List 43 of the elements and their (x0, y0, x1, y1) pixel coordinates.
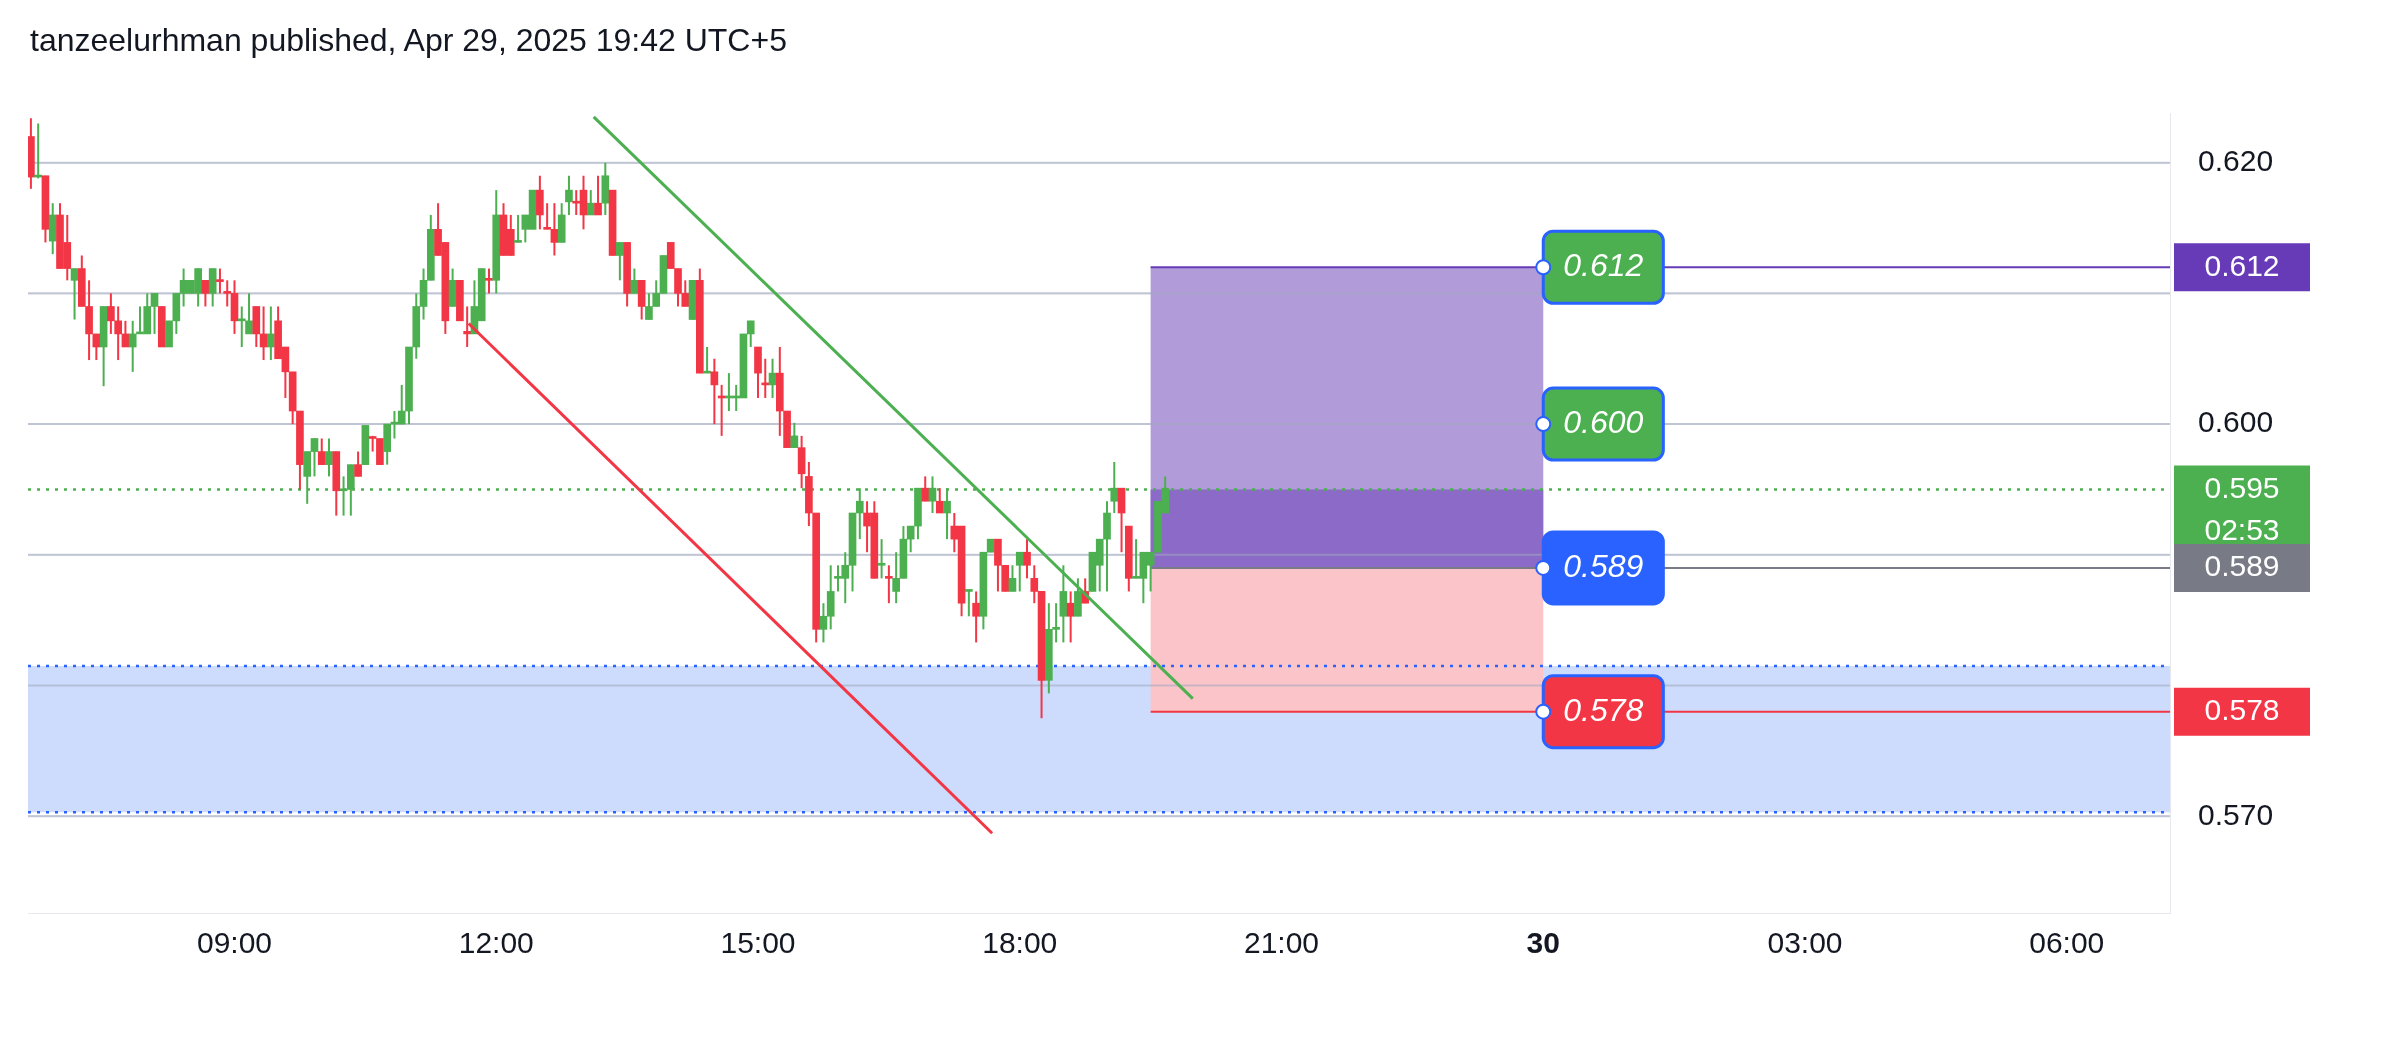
candlestick (1066, 590, 1075, 644)
candlestick (885, 564, 893, 605)
candlestick (1008, 564, 1017, 593)
ref-line-label: 0.578 (2204, 692, 2280, 726)
candlestick (1015, 551, 1024, 593)
candlestick (710, 357, 719, 426)
candlestick (485, 267, 493, 295)
candlestick (514, 213, 522, 244)
x-tick-label: 12:00 (458, 926, 534, 960)
x-tick-label: 09:00 (196, 926, 273, 960)
candlestick (70, 267, 79, 321)
x-tick-label: 06:00 (2029, 926, 2105, 960)
x-tick-label: 30 (1526, 926, 1560, 960)
candlestick (354, 450, 362, 478)
candlestick (1023, 538, 1031, 580)
candlestick (972, 590, 980, 644)
text: tanzeelurhman published, Apr 29, 2025 19:42 UTC+5 (29, 21, 788, 60)
annotation: 0.600 (1563, 404, 1644, 441)
annotation: 0.612 (1563, 247, 1644, 284)
x-tick-label: 21:00 (1243, 926, 1320, 960)
y-tick-label: 0.570 (2198, 797, 2274, 831)
candlestick (325, 437, 333, 478)
candlestick (317, 437, 326, 466)
candlestick (746, 319, 755, 348)
ref-line-label: 0.595 02:53 (2204, 470, 2280, 546)
x-tick-label: 03:00 (1767, 926, 1843, 960)
ref-line-label: 0.612 (2204, 248, 2280, 282)
candlestick (921, 475, 930, 503)
candlestick (616, 241, 624, 282)
candlestick (565, 174, 573, 216)
candlestick (216, 267, 224, 295)
x-tick-label: 18:00 (982, 926, 1058, 960)
y-tick-label: 0.620 (2198, 143, 2274, 177)
ref-line-label: 0.589 (2204, 549, 2280, 583)
candlestick (965, 589, 973, 618)
x-tick-label: 15:00 (720, 926, 796, 960)
candlestick (201, 279, 210, 308)
candlestick (877, 538, 886, 580)
candlestick (594, 174, 602, 216)
annotation: 0.578 (1563, 691, 1644, 728)
y-tick-label: 0.600 (2198, 405, 2274, 439)
annotation: 0.589 (1563, 547, 1644, 584)
candlestick (630, 267, 639, 295)
